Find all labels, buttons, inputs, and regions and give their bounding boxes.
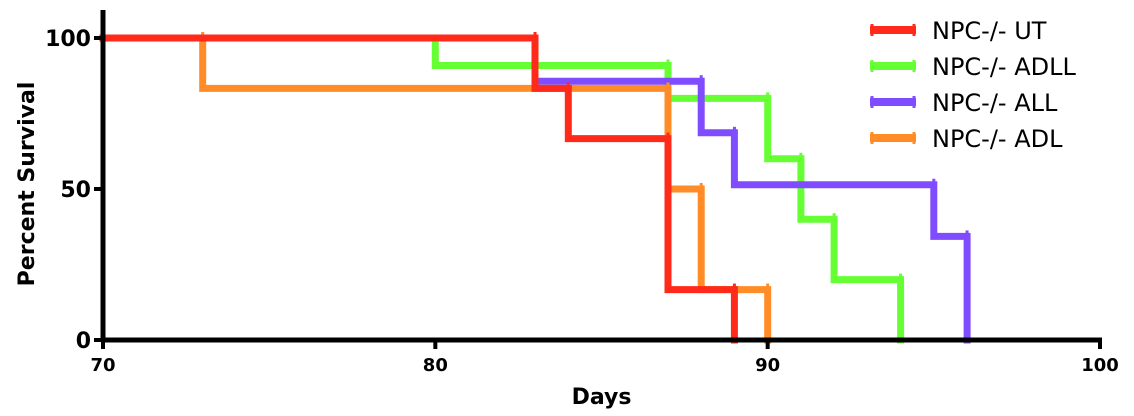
- y-tick-label: 50: [60, 178, 91, 203]
- x-tick-label: 90: [755, 355, 780, 376]
- legend-label: NPC-/- ALL: [932, 89, 1058, 117]
- legend-label: NPC-/- ADL: [932, 125, 1063, 153]
- series-line-npc-ut: [99, 34, 738, 344]
- legend: NPC-/- UT NPC-/- ADLL NPC-/- ALL NPC-/- ADL: [870, 17, 1076, 153]
- legend-label: NPC-/- UT: [932, 17, 1047, 45]
- series-layer: [99, 32, 971, 344]
- x-ticks: 70 80 90 100: [90, 340, 1119, 376]
- x-axis-title: Days: [572, 385, 632, 410]
- y-tick-label: 0: [76, 329, 91, 354]
- series-line-npc-all: [531, 77, 971, 344]
- y-axis-title: Percent Survival: [15, 82, 40, 287]
- legend-label: NPC-/- ADLL: [932, 53, 1076, 81]
- x-tick-label: 100: [1081, 355, 1119, 376]
- axes-layer: [100, 10, 1102, 343]
- x-tick-label: 80: [423, 355, 448, 376]
- y-tick-label: 100: [45, 27, 91, 52]
- y-ticks: 0 50 100: [45, 27, 103, 354]
- x-tick-label: 70: [90, 355, 115, 376]
- series-line-npc-adll: [431, 34, 905, 344]
